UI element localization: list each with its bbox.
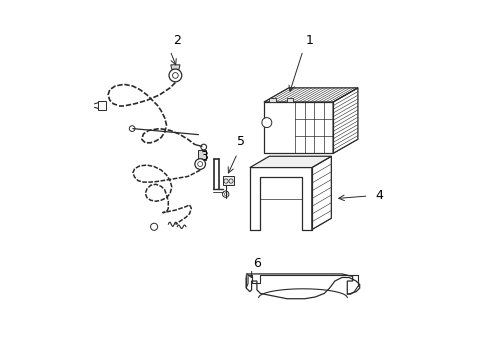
Circle shape — [262, 118, 271, 127]
Text: 6: 6 — [252, 257, 260, 270]
Text: 4: 4 — [375, 189, 383, 202]
Polygon shape — [249, 156, 331, 168]
Bar — [269, 98, 275, 102]
Polygon shape — [170, 65, 180, 69]
Bar — [223, 176, 233, 185]
Circle shape — [195, 159, 205, 169]
Circle shape — [150, 223, 157, 230]
Bar — [286, 98, 293, 102]
Bar — [197, 150, 205, 160]
Text: 3: 3 — [200, 150, 207, 163]
Bar — [98, 101, 106, 110]
Circle shape — [169, 69, 182, 82]
Text: 5: 5 — [237, 135, 244, 148]
Text: 2: 2 — [173, 34, 181, 47]
Text: 1: 1 — [305, 34, 313, 47]
